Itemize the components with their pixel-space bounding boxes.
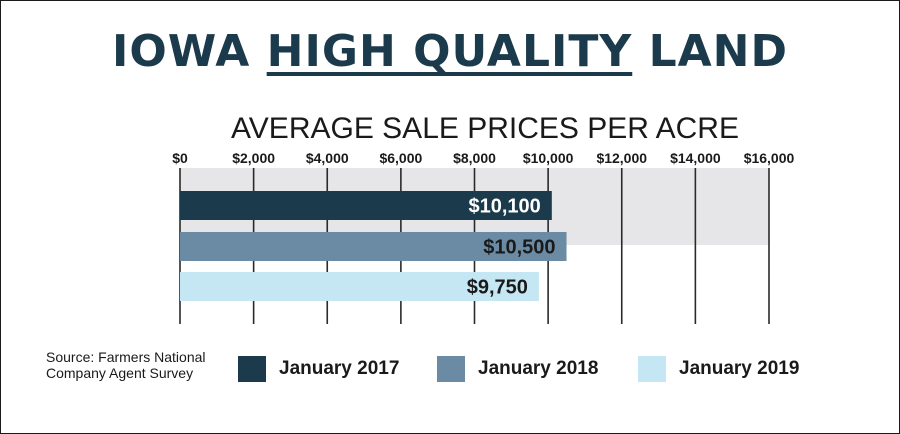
legend-swatch-2017	[238, 356, 266, 382]
x-tick-label: $2,000	[232, 150, 275, 166]
legend-item-2018: January 2018	[437, 356, 598, 382]
x-tick-label: $12,000	[596, 150, 647, 166]
bar-value-label: $9,750	[467, 277, 528, 299]
x-tick-label: $14,000	[670, 150, 721, 166]
bar	[180, 191, 552, 220]
legend-item-2019: January 2019	[638, 356, 799, 382]
bar-value-label: $10,500	[483, 237, 555, 259]
source-note: Source: Farmers National Company Agent S…	[46, 349, 206, 381]
main-title-part1: IOWA	[111, 26, 267, 77]
bar	[180, 272, 539, 301]
legend-item-2017: January 2017	[238, 356, 399, 382]
legend-label-2017: January 2017	[279, 358, 400, 379]
legend-swatch-2019	[638, 356, 666, 382]
x-tick-label: $6,000	[379, 150, 422, 166]
main-title-part3: LAND	[632, 26, 789, 77]
x-tick-label: $16,000	[744, 150, 795, 166]
x-tick-label: $10,000	[523, 150, 574, 166]
chart-subtitle: AVERAGE SALE PRICES PER ACRE	[231, 112, 739, 145]
bar-value-label: $10,100	[469, 196, 541, 218]
main-title-underlined: HIGH QUALITY	[266, 26, 633, 77]
source-line-2: Company Agent Survey	[46, 365, 194, 381]
x-tick-label: $0	[172, 150, 188, 166]
source-line-1: Source: Farmers National	[46, 349, 206, 365]
legend-label-2018: January 2018	[478, 358, 599, 379]
legend-swatch-2018	[437, 356, 465, 382]
main-title: IOWA HIGH QUALITY LAND	[0, 26, 900, 77]
x-tick-label: $4,000	[306, 150, 349, 166]
legend-label-2019: January 2019	[679, 358, 800, 379]
bar	[180, 232, 567, 261]
x-tick-label: $8,000	[453, 150, 496, 166]
